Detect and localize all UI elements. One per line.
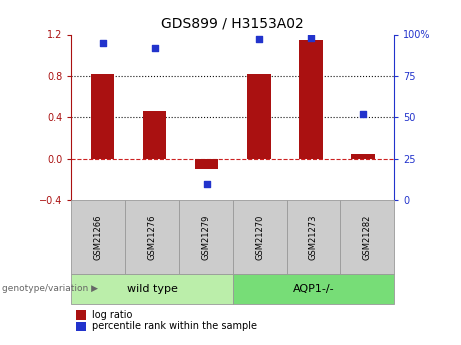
Bar bbox=[351, 154, 375, 159]
Text: log ratio: log ratio bbox=[92, 310, 132, 320]
Point bbox=[203, 181, 211, 186]
Point bbox=[359, 111, 366, 117]
Point bbox=[255, 37, 262, 42]
Text: genotype/variation ▶: genotype/variation ▶ bbox=[2, 284, 98, 294]
Text: AQP1-/-: AQP1-/- bbox=[293, 284, 334, 294]
Title: GDS899 / H3153A02: GDS899 / H3153A02 bbox=[161, 17, 304, 31]
Bar bbox=[143, 111, 166, 159]
Point bbox=[99, 40, 106, 46]
Text: GSM21276: GSM21276 bbox=[148, 215, 157, 260]
Text: GSM21282: GSM21282 bbox=[363, 215, 372, 260]
Point bbox=[307, 35, 314, 41]
Bar bbox=[195, 159, 219, 169]
Text: GSM21266: GSM21266 bbox=[94, 215, 103, 260]
Text: GSM21273: GSM21273 bbox=[309, 215, 318, 260]
Text: wild type: wild type bbox=[127, 284, 177, 294]
Bar bbox=[91, 74, 114, 159]
Bar bbox=[299, 40, 323, 159]
Point bbox=[151, 45, 159, 50]
Text: GSM21279: GSM21279 bbox=[201, 215, 210, 260]
Bar bbox=[247, 74, 271, 159]
Text: percentile rank within the sample: percentile rank within the sample bbox=[92, 322, 257, 331]
Text: GSM21270: GSM21270 bbox=[255, 215, 264, 260]
